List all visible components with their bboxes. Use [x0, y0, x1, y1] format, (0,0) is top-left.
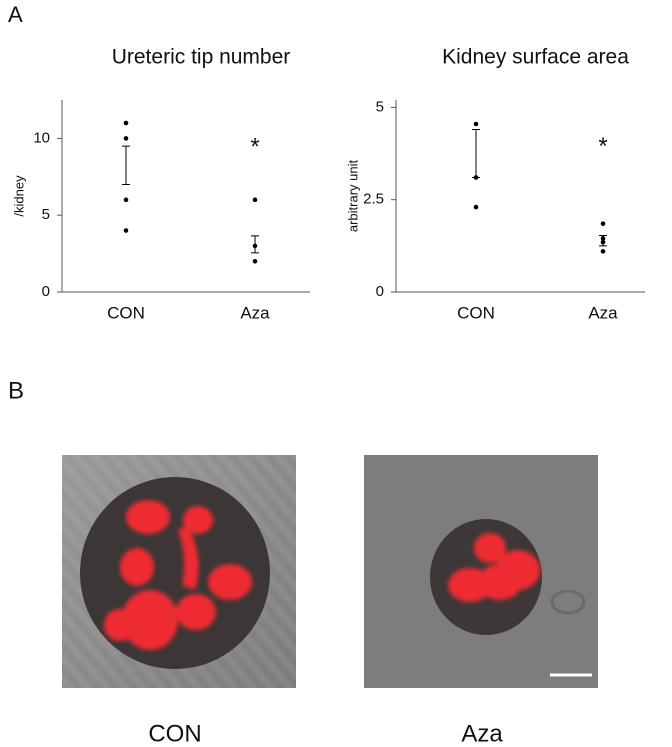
y-tick-label: 0 — [42, 283, 50, 300]
significance-mark: * — [250, 133, 259, 160]
data-point — [123, 120, 129, 126]
data-point — [473, 204, 479, 210]
y-axis-label: /kidney — [11, 175, 26, 217]
chart-title: Ureteric tip number — [112, 46, 291, 69]
chart-title: Kidney surface area — [442, 46, 629, 69]
data-point — [123, 197, 129, 203]
significance-mark: * — [598, 133, 607, 160]
data-point — [252, 258, 258, 264]
x-tick-label: Aza — [240, 303, 270, 322]
panel-label: B — [8, 377, 24, 404]
data-point — [123, 136, 129, 141]
x-tick-label: Aza — [588, 303, 618, 322]
x-tick-label: CON — [457, 303, 495, 322]
data-point — [600, 249, 606, 254]
y-tick-label: 2.5 — [363, 191, 384, 208]
image-caption: Aza — [461, 720, 503, 747]
y-tick-label: 5 — [376, 98, 384, 115]
panel-label: A — [8, 2, 23, 27]
y-tick-label: 0 — [376, 283, 384, 300]
y-tick-label: 5 — [42, 206, 50, 223]
error-bar — [122, 145, 130, 185]
data-point — [252, 197, 258, 203]
data-point — [473, 121, 479, 127]
error-bar — [472, 129, 480, 179]
x-tick-label: CON — [107, 303, 145, 322]
data-point — [600, 221, 606, 226]
micrograph — [364, 455, 598, 688]
error-bar — [599, 235, 607, 247]
image-caption: CON — [148, 720, 201, 747]
error-bar — [251, 235, 259, 254]
y-tick-label: 10 — [33, 129, 50, 146]
micrograph — [62, 455, 296, 688]
data-point — [123, 228, 129, 233]
y-axis-label: arbitrary unit — [345, 159, 360, 232]
